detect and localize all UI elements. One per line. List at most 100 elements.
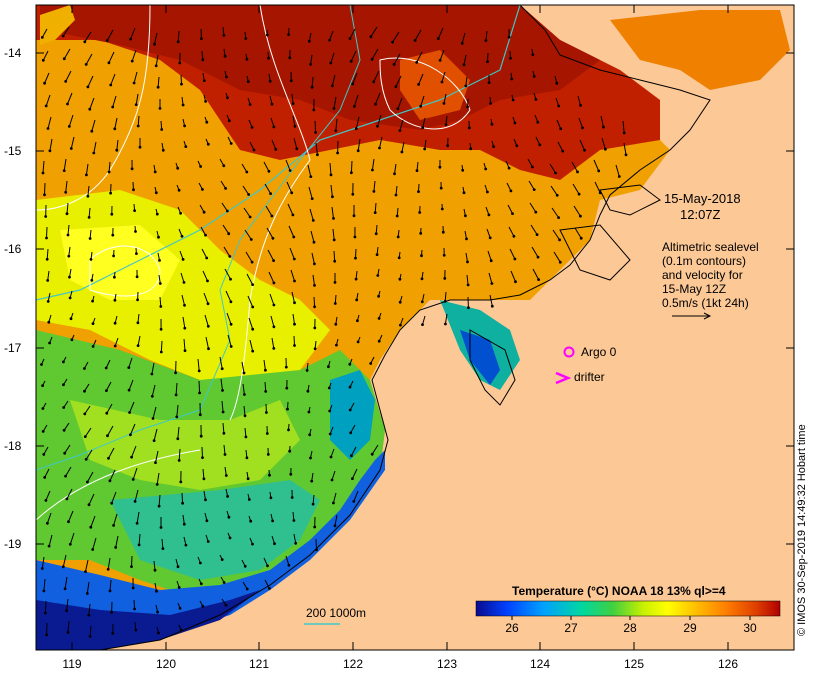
velocity-arrow-head <box>179 480 183 484</box>
velocity-arrow-head <box>370 452 374 456</box>
velocity-arrow-head <box>577 192 581 196</box>
depth-legend-label: 200 1000m <box>306 606 366 620</box>
velocity-arrow <box>219 356 223 369</box>
velocity-arrow-head <box>309 175 313 179</box>
velocity-arrow <box>270 117 275 128</box>
velocity-arrow-head <box>134 230 137 233</box>
velocity-arrow-head <box>227 515 231 519</box>
velocity-arrow-head <box>266 453 270 456</box>
velocity-arrow <box>600 115 604 128</box>
velocity-arrow <box>375 92 381 105</box>
velocity-arrow-head <box>375 253 379 256</box>
velocity-arrow-head <box>392 63 396 66</box>
lon-tick-label: 124 <box>530 657 550 671</box>
velocity-arrow <box>397 97 403 109</box>
colorbar-tick: 29 <box>683 621 697 635</box>
velocity-arrow-head <box>91 345 95 348</box>
velocity-arrow-head <box>222 33 226 37</box>
velocity-arrow <box>115 535 119 548</box>
velocity-arrow-head <box>43 81 46 85</box>
velocity-arrow-head <box>46 127 50 130</box>
velocity-arrow-head <box>46 279 50 282</box>
velocity-arrow-head <box>274 148 278 151</box>
velocity-arrow-head <box>466 260 469 264</box>
velocity-arrow-head <box>348 362 352 366</box>
velocity-arrow-head <box>176 40 180 44</box>
velocity-arrow-head <box>311 502 315 506</box>
velocity-arrow-head <box>348 37 352 40</box>
velocity-arrow <box>465 252 468 262</box>
velocity-arrow-head <box>268 79 272 83</box>
velocity-arrow-head <box>531 165 534 169</box>
info-line: 15-May 12Z <box>662 282 726 296</box>
velocity-arrow-head <box>436 37 440 40</box>
velocity-arrow <box>551 207 560 218</box>
velocity-arrow <box>223 246 231 257</box>
velocity-arrow-head <box>153 42 156 46</box>
velocity-arrow <box>202 270 208 282</box>
lon-tick-label: 120 <box>156 657 176 671</box>
velocity-arrow-head <box>272 325 276 329</box>
velocity-arrow <box>129 401 135 413</box>
velocity-arrow-head <box>462 191 466 195</box>
velocity-arrow <box>268 271 275 284</box>
velocity-arrow-head <box>223 54 227 58</box>
velocity-arrow <box>552 229 561 241</box>
velocity-arrow-head <box>44 104 48 108</box>
velocity-arrow <box>355 116 360 129</box>
velocity-arrow <box>242 185 250 195</box>
velocity-arrow-head <box>245 57 249 61</box>
velocity-arrow <box>263 359 266 371</box>
velocity-arrow-head <box>43 476 47 479</box>
velocity-arrow-head <box>158 282 162 285</box>
velocity-arrow <box>221 202 228 212</box>
velocity-arrow-head <box>183 124 187 128</box>
velocity-arrow-head <box>330 84 334 88</box>
velocity-arrow-head <box>46 521 49 525</box>
velocity-arrow <box>416 51 423 63</box>
velocity-arrow-head <box>91 322 95 325</box>
velocity-arrow-head <box>42 589 46 593</box>
velocity-arrow-head <box>63 587 67 591</box>
velocity-arrow-head <box>206 324 210 328</box>
velocity-arrow-head <box>183 303 186 307</box>
velocity-arrow-head <box>247 193 251 196</box>
velocity-arrow <box>286 181 293 193</box>
velocity-arrow-head <box>305 369 309 372</box>
velocity-arrow <box>152 406 157 419</box>
velocity-arrow-head <box>292 257 296 261</box>
coastline <box>99 5 711 650</box>
velocity-arrow <box>487 52 489 62</box>
velocity-arrow-head <box>133 607 137 611</box>
velocity-arrow <box>315 142 318 155</box>
velocity-arrow-head <box>160 128 164 131</box>
velocity-arrow <box>134 489 139 502</box>
velocity-arrow <box>46 226 48 239</box>
velocity-arrow <box>112 95 117 108</box>
velocity-arrow <box>371 48 379 60</box>
velocity-arrow-head <box>48 341 51 345</box>
velocity-arrow-head <box>353 235 357 239</box>
velocity-arrow <box>220 378 223 391</box>
velocity-arrow <box>63 48 71 59</box>
velocity-arrow-head <box>461 168 465 172</box>
velocity-arrow-head <box>439 186 443 190</box>
velocity-arrow-head <box>377 317 381 320</box>
velocity-arrow <box>528 180 535 190</box>
velocity-arrow-head <box>333 302 337 305</box>
velocity-arrow-head <box>313 347 317 351</box>
velocity-arrow-head <box>251 327 255 331</box>
velocity-arrow-head <box>444 322 447 326</box>
velocity-arrow-head <box>515 144 519 148</box>
velocity-arrow <box>64 444 71 454</box>
velocity-arrow <box>622 120 625 133</box>
velocity-arrow <box>137 335 141 346</box>
velocity-arrow-head <box>484 167 488 171</box>
temperature-colorbar: Temperature (°C) NOAA 18 13% ql>=4 26 27… <box>475 584 781 635</box>
velocity-arrow-head <box>113 275 116 279</box>
velocity-arrow <box>48 534 53 547</box>
plot-frame <box>35 4 795 651</box>
velocity-arrow <box>264 183 272 194</box>
velocity-arrow-head <box>466 105 469 109</box>
velocity-arrow <box>375 224 378 234</box>
